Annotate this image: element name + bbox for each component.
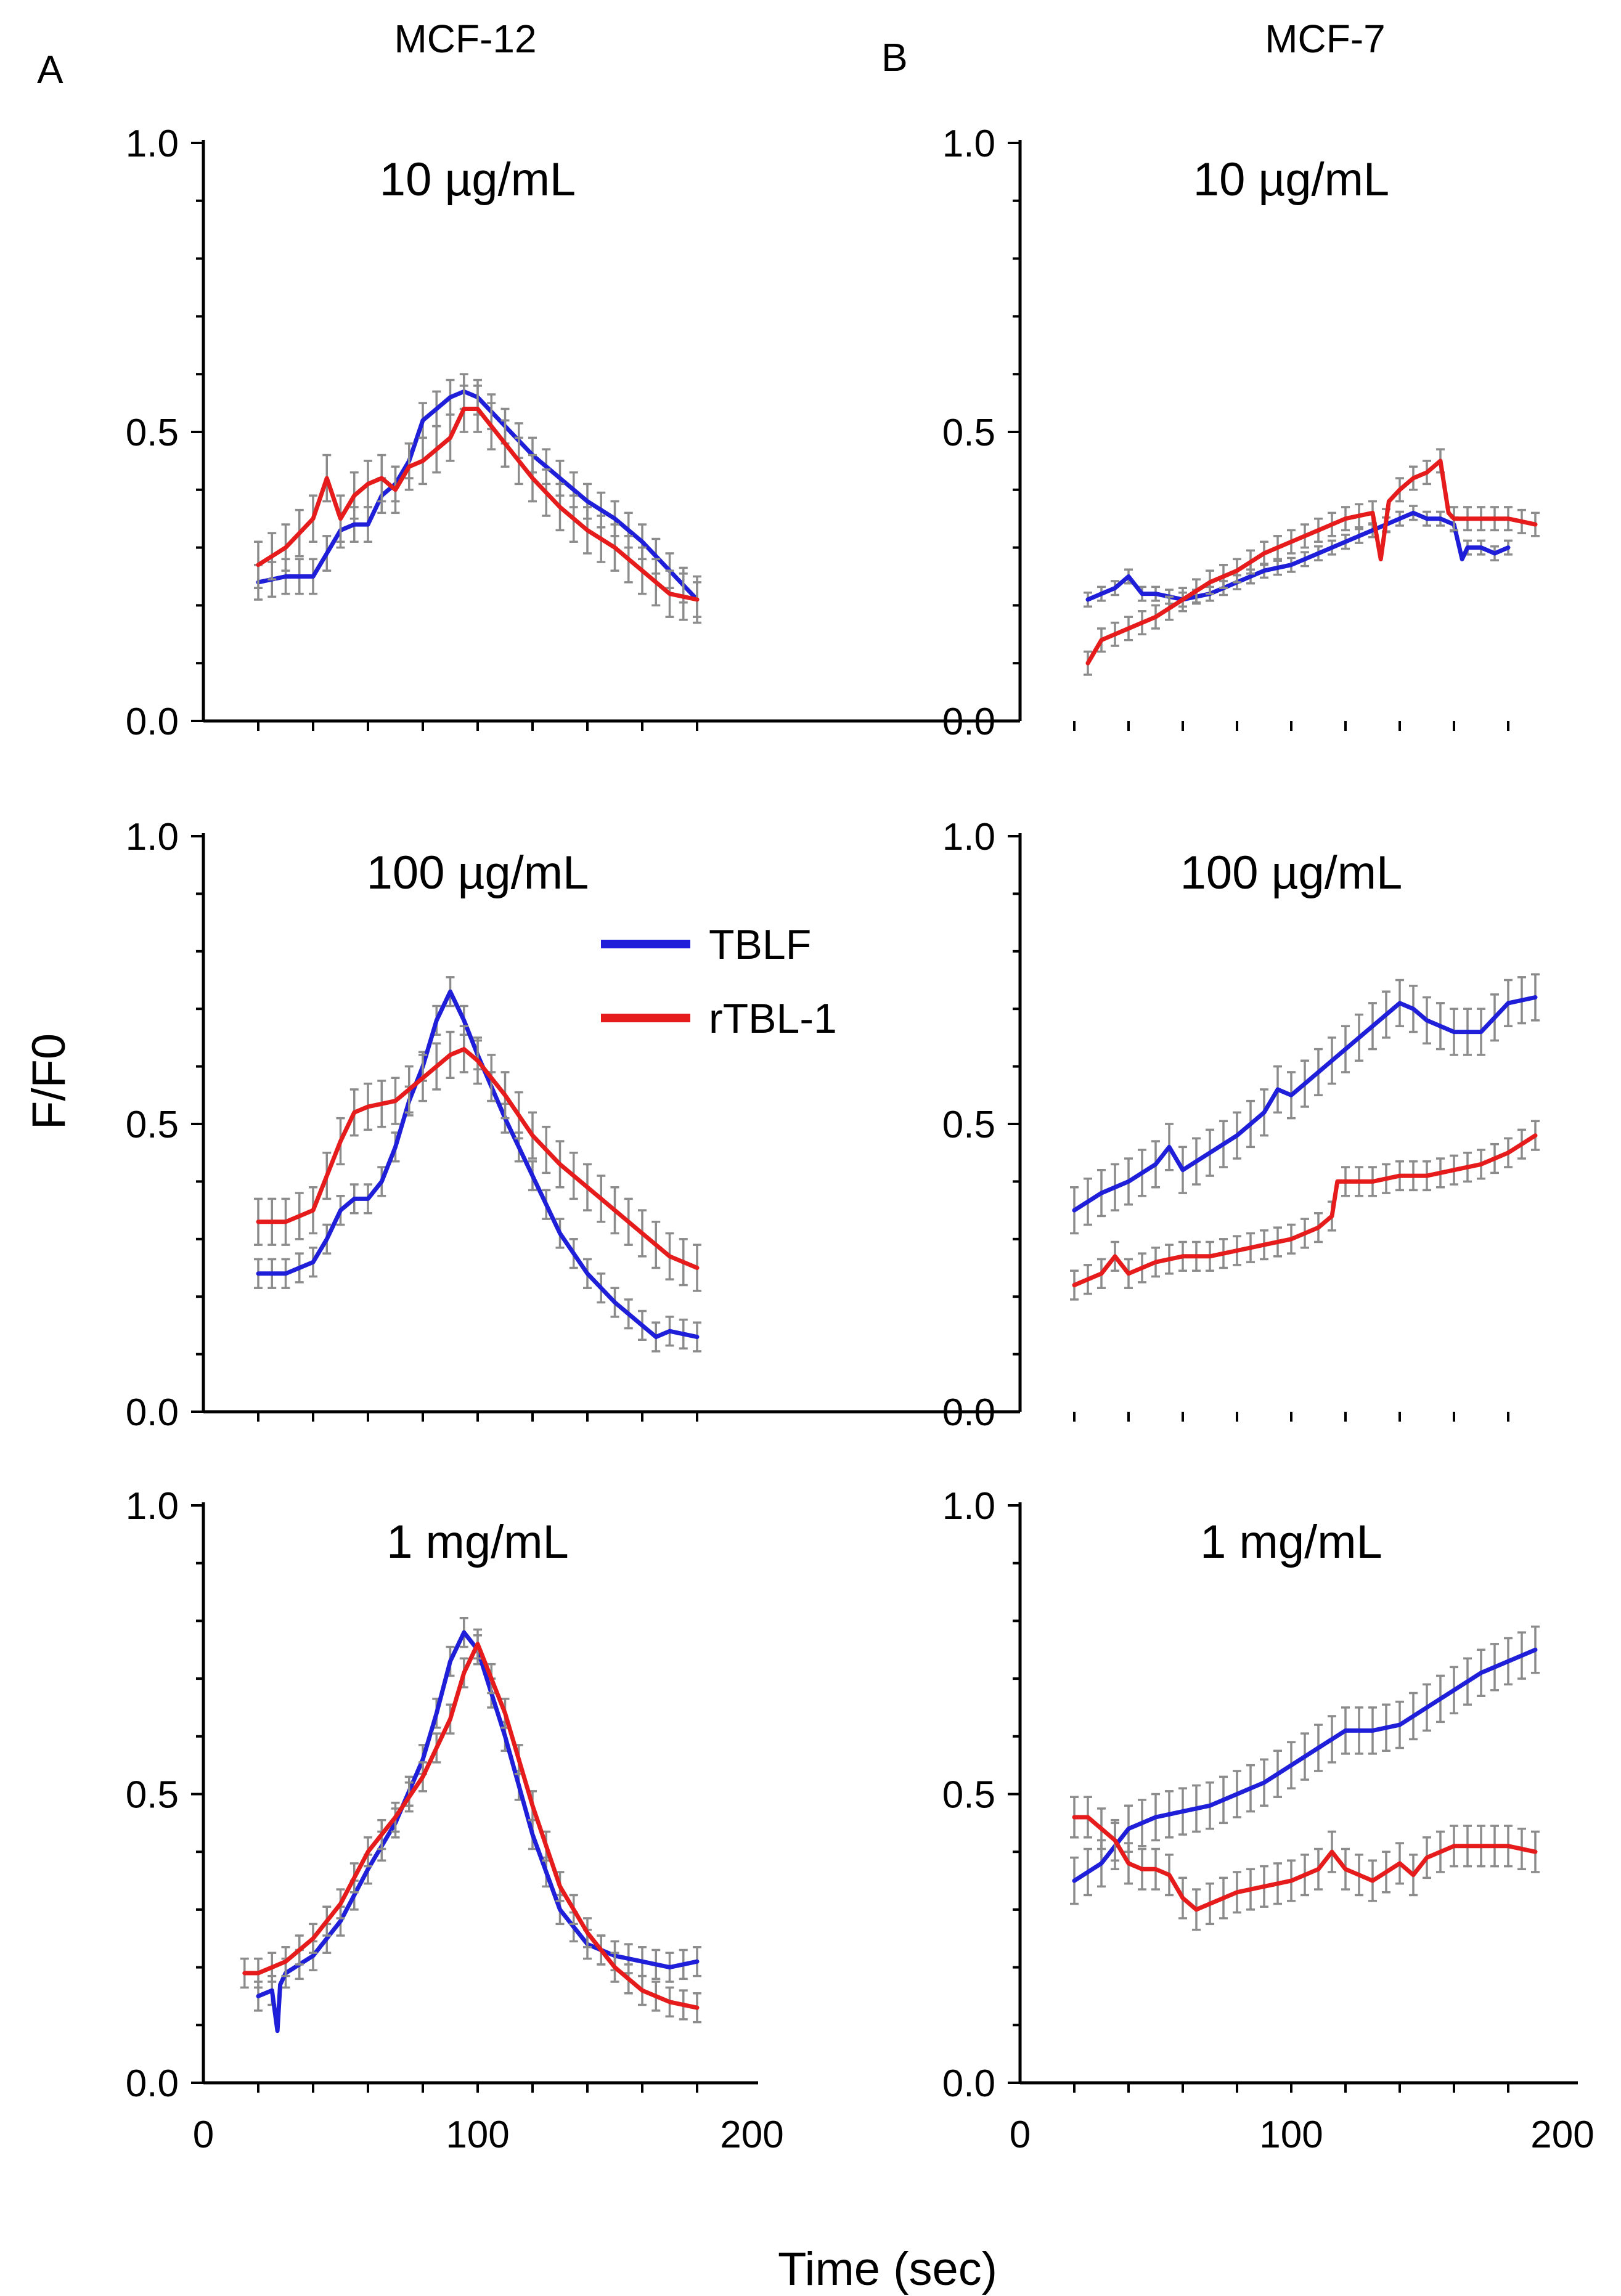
series-rtbl-1 xyxy=(1084,448,1540,676)
y-tick-label: 0.0 xyxy=(126,2062,179,2105)
plot-mcf12-10ug: 0.0 0.5 1.0 10 µg/mL xyxy=(126,123,758,743)
plot-mcf12-1mg: 0.0 0.5 1.0 0 100 200 1 mg/mL xyxy=(126,1485,784,2156)
error-bars-tblf xyxy=(254,976,701,1353)
panel-title: 100 µg/mL xyxy=(367,847,589,899)
y-axis-title: F/F0 xyxy=(23,1033,75,1130)
y-tick-label: 0.0 xyxy=(942,2062,995,2105)
series-rtbl-1 xyxy=(1070,1796,1540,1931)
y-tick-label: 0.0 xyxy=(126,1391,179,1434)
error-bars-rtbl-1 xyxy=(1084,448,1540,676)
error-bars-tblf xyxy=(1070,973,1540,1235)
series-line-tblf xyxy=(256,389,700,602)
series-rtbl-1 xyxy=(1070,1120,1540,1301)
y-tick-label: 0.5 xyxy=(942,1774,995,1817)
column-title-mcf12: MCF-12 xyxy=(394,17,536,61)
y-tick-label: 0.0 xyxy=(126,701,179,743)
series-line-rtbl-1 xyxy=(1072,1815,1538,1912)
x-axis-title: Time (sec) xyxy=(778,2243,997,2295)
panel-title: 1 mg/mL xyxy=(1200,1516,1382,1568)
series-rtbl-1 xyxy=(240,1628,701,2024)
y-tick-label: 1.0 xyxy=(942,123,995,165)
plot-mcf7-10ug: 0.0 0.5 1.0 10 µg/mL xyxy=(758,123,1540,743)
series-tblf xyxy=(1070,973,1540,1235)
plot-mcf7-1mg: 0.0 0.5 1.0 0 100 200 1 mg/mL xyxy=(942,1485,1594,2156)
panel-letter-a: A xyxy=(37,47,63,92)
panel-title: 1 mg/mL xyxy=(386,1516,569,1568)
series-line-tblf xyxy=(1072,1647,1538,1883)
series-line-tblf xyxy=(256,989,700,1340)
plot-mcf12-100ug: 0.0 0.5 1.0 100 µg/mL xyxy=(126,816,758,1434)
x-tick-label: 0 xyxy=(193,2114,214,2156)
error-bars-rtbl-1 xyxy=(254,385,701,624)
y-tick-label: 0.0 xyxy=(942,701,995,743)
error-bars-tblf xyxy=(254,1616,701,2012)
series-line-rtbl-1 xyxy=(242,1642,700,2010)
x-tick-label: 200 xyxy=(1530,2114,1594,2156)
series-line-rtbl-1 xyxy=(1085,458,1538,666)
series-tblf xyxy=(1084,505,1513,608)
series-line-rtbl-1 xyxy=(1072,1133,1538,1287)
y-tick-label: 0.0 xyxy=(942,1391,995,1434)
series-tblf xyxy=(254,1616,701,2033)
series-line-tblf xyxy=(256,1630,700,2033)
error-bars-rtbl-1 xyxy=(1070,1796,1540,1931)
plot-mcf7-100ug: 0.0 0.5 1.0 100 µg/mL xyxy=(758,816,1540,1434)
y-tick-label: 0.5 xyxy=(126,1104,179,1146)
series-rtbl-1 xyxy=(254,1025,701,1292)
panel-title: 10 µg/mL xyxy=(380,153,576,206)
y-tick-label: 1.0 xyxy=(126,1485,179,1528)
series-line-rtbl-1 xyxy=(256,1047,700,1270)
legend: TBLF rTBL-1 xyxy=(601,921,837,1042)
y-tick-label: 0.5 xyxy=(942,1104,995,1146)
y-tick-label: 1.0 xyxy=(126,123,179,165)
series-line-rtbl-1 xyxy=(256,407,700,602)
column-title-mcf7: MCF-7 xyxy=(1265,17,1386,61)
y-tick-label: 1.0 xyxy=(942,1485,995,1528)
error-bars-rtbl-1 xyxy=(240,1628,701,2024)
y-tick-label: 0.5 xyxy=(942,412,995,454)
panel-title: 10 µg/mL xyxy=(1193,153,1389,206)
y-tick-label: 0.5 xyxy=(126,412,179,454)
y-tick-label: 1.0 xyxy=(126,816,179,858)
legend-label-tblf: TBLF xyxy=(709,921,811,968)
series-line-tblf xyxy=(1085,510,1511,602)
series-tblf xyxy=(1070,1626,1540,1905)
x-tick-label: 200 xyxy=(720,2114,783,2156)
x-tick-label: 100 xyxy=(446,2114,509,2156)
series-rtbl-1 xyxy=(254,385,701,624)
y-tick-label: 1.0 xyxy=(942,816,995,858)
y-tick-label: 0.5 xyxy=(126,1774,179,1817)
legend-label-rtbl1: rTBL-1 xyxy=(709,995,837,1042)
x-tick-label: 100 xyxy=(1259,2114,1323,2156)
panel-title: 100 µg/mL xyxy=(1180,847,1403,899)
series-line-tblf xyxy=(1072,995,1538,1213)
panel-letter-b: B xyxy=(881,35,908,79)
error-bars-rtbl-1 xyxy=(1070,1120,1540,1301)
series-tblf xyxy=(254,976,701,1353)
x-tick-label: 0 xyxy=(1010,2114,1031,2156)
